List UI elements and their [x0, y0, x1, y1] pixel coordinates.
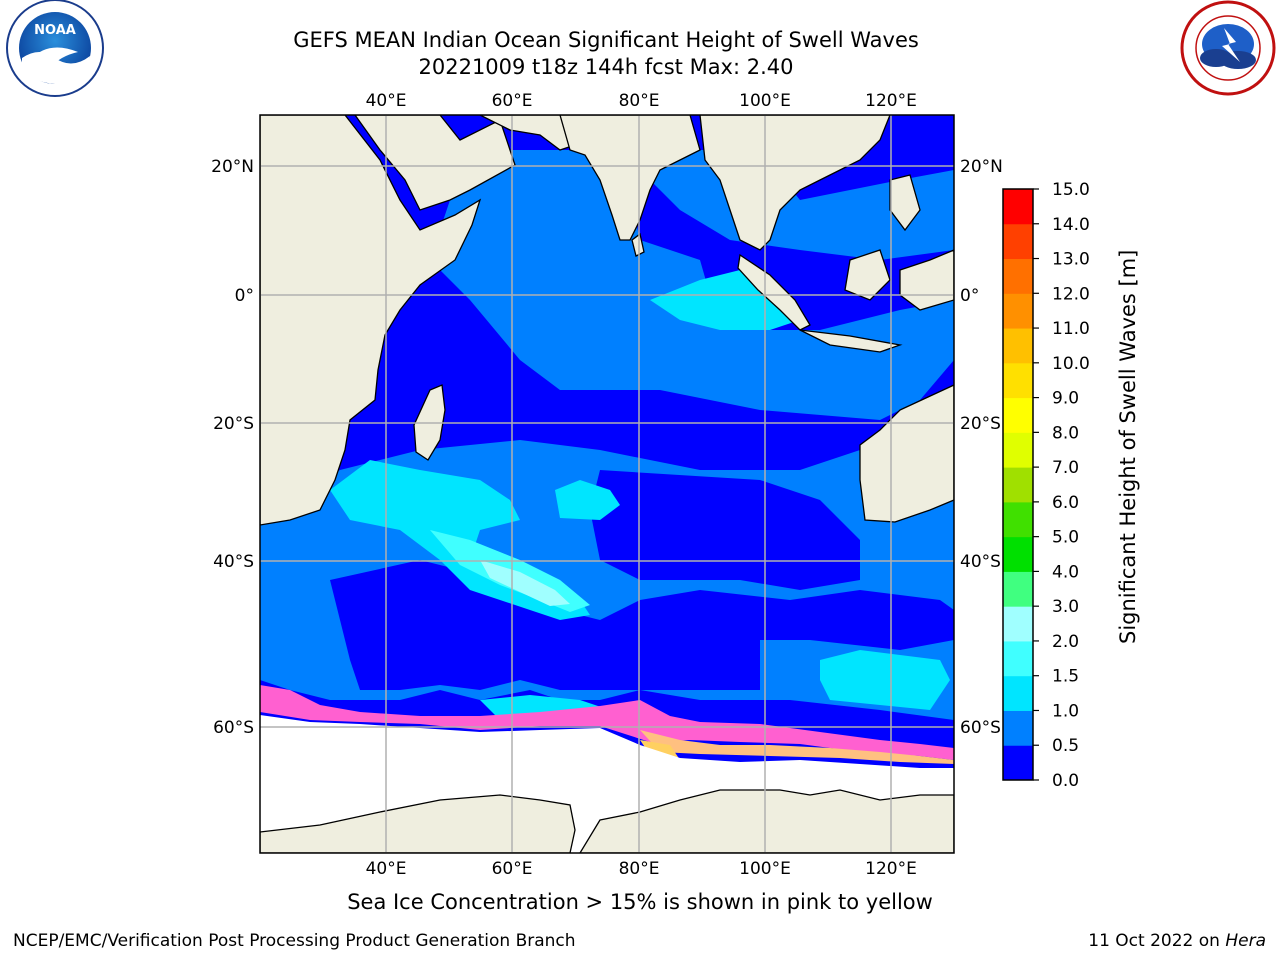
colorbar-segment — [1003, 432, 1033, 468]
top-lon-tick-label: 120°E — [865, 91, 917, 111]
colorbar-label: Significant Height of Swell Waves [m] — [1116, 249, 1140, 644]
colorbar-tick-label: 0.5 — [1052, 736, 1079, 756]
colorbar-segment — [1003, 745, 1033, 781]
left-lat-tick-label: 20°S — [213, 414, 254, 434]
swell-band-2.0-3.0 — [480, 560, 570, 606]
colorbar-tick-label: 5.0 — [1052, 528, 1079, 548]
footer-date: 11 Oct 2022 on Hera — [1088, 931, 1266, 951]
sea-ice-caption: Sea Ice Concentration > 15% is shown in … — [347, 890, 933, 914]
footer-credit: NCEP/EMC/Verification Post Processing Pr… — [13, 931, 576, 951]
top-lon-tick-label: 60°E — [492, 91, 533, 111]
right-lat-tick-label: 60°S — [960, 718, 1001, 738]
map-plot-area — [260, 115, 954, 853]
colorbar-frame — [1002, 188, 1034, 781]
colorbar: 0.0 0.5 1.0 1.5 2.0 3.0 4.0 5.0 6.0 7.0 8.0 9.0 10.0… — [1002, 180, 1090, 791]
bottom-lon-tick-label: 40°E — [366, 859, 407, 879]
colorbar-segment — [1003, 467, 1033, 503]
left-lat-tick-label: 20°N — [211, 157, 254, 177]
colorbar-segment — [1003, 501, 1033, 538]
colorbar-tick-label: 6.0 — [1052, 493, 1079, 513]
left-lat-axis: 20°N 0° 20°S 40°S 60°S — [211, 157, 254, 738]
colorbar-segment — [1003, 362, 1033, 399]
footer-date-text: 11 Oct 2022 on — [1088, 931, 1226, 951]
nws-logo — [1180, 0, 1276, 96]
colorbar-segment — [1003, 223, 1033, 260]
colorbar-segment — [1003, 328, 1033, 364]
right-lat-tick-label: 0° — [960, 286, 979, 306]
map-frame — [259, 114, 955, 854]
top-lon-tick-label: 100°E — [739, 91, 791, 111]
graticule — [260, 115, 954, 853]
colorbar-tick-label: 2.0 — [1052, 632, 1079, 652]
bottom-lon-tick-label: 100°E — [739, 859, 791, 879]
colorbar-segment — [1003, 710, 1033, 746]
bottom-lon-tick-label: 80°E — [619, 859, 660, 879]
left-lat-tick-label: 60°S — [213, 718, 254, 738]
bottom-lon-tick-label: 60°E — [492, 859, 533, 879]
colorbar-tick-label: 15.0 — [1052, 180, 1090, 200]
colorbar-segment — [1003, 675, 1033, 711]
colorbar-segment — [1003, 571, 1033, 607]
colorbar-tick-label: 3.0 — [1052, 597, 1079, 617]
noaa-logo: NOAA — [6, 0, 104, 97]
map-title: GEFS MEAN Indian Ocean Significant Heigh… — [293, 28, 919, 52]
colorbar-segment — [1003, 397, 1033, 433]
right-lat-tick-label: 20°S — [960, 414, 1001, 434]
colorbar-tick-label: 10.0 — [1052, 354, 1090, 374]
colorbar-tick-label: 12.0 — [1052, 284, 1090, 304]
bottom-lon-axis: 40°E 60°E 80°E 100°E 120°E — [366, 859, 917, 879]
noaa-logo-text: NOAA — [34, 23, 76, 38]
colorbar-tick-label: 9.0 — [1052, 389, 1079, 409]
top-lon-axis: 40°E 60°E 80°E 100°E 120°E — [366, 91, 917, 111]
colorbar-tick-label: 11.0 — [1052, 319, 1090, 339]
colorbar-segment — [1003, 258, 1033, 294]
right-lat-axis: 20°N 0° 20°S 40°S 60°S — [960, 157, 1003, 738]
left-lat-tick-label: 40°S — [213, 552, 254, 572]
colorbar-segment — [1003, 640, 1033, 677]
bottom-lon-tick-label: 120°E — [865, 859, 917, 879]
colorbar-tick-label: 13.0 — [1052, 250, 1090, 270]
top-lon-tick-label: 80°E — [619, 91, 660, 111]
right-lat-tick-label: 40°S — [960, 552, 1001, 572]
colorbar-tick-label: 4.0 — [1052, 562, 1079, 582]
colorbar-tick-label: 14.0 — [1052, 215, 1090, 235]
right-lat-tick-label: 20°N — [960, 157, 1003, 177]
colorbar-segment — [1003, 606, 1033, 642]
colorbar-tick-label: 1.0 — [1052, 701, 1079, 721]
footer-machine: Hera — [1225, 931, 1266, 951]
top-lon-tick-label: 40°E — [366, 91, 407, 111]
colorbar-tick-label: 0.0 — [1052, 771, 1079, 791]
colorbar-tick-label: 8.0 — [1052, 423, 1079, 443]
colorbar-segment — [1003, 189, 1033, 225]
left-lat-tick-label: 0° — [235, 286, 254, 306]
colorbar-tick-label: 7.0 — [1052, 458, 1079, 478]
colorbar-segment — [1003, 293, 1033, 329]
colorbar-tick-label: 1.5 — [1052, 667, 1079, 687]
map-subtitle: 20221009 t18z 144h fcst Max: 2.40 — [418, 55, 794, 79]
colorbar-segment — [1003, 536, 1033, 572]
